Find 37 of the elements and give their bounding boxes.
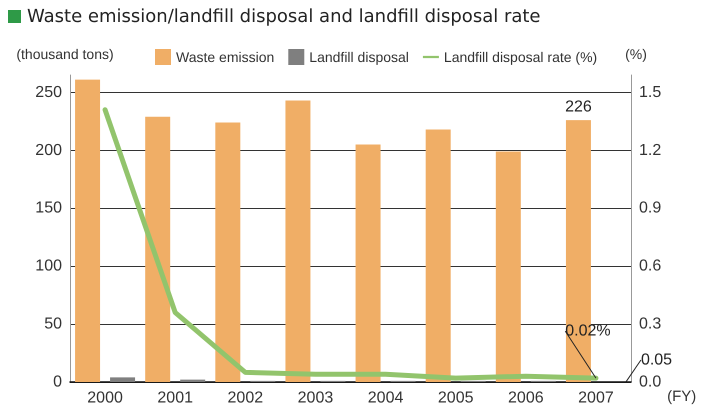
- bar: [426, 129, 451, 382]
- y2-tick-label: 1.5: [639, 84, 662, 101]
- x-tick-label: 2005: [438, 390, 474, 406]
- legend-label: Landfill disposal: [309, 49, 409, 65]
- bar: [215, 122, 240, 382]
- x-tick-label: 2004: [368, 390, 404, 406]
- y-tick-label: 250: [35, 84, 62, 101]
- y-tick-label: 200: [35, 142, 62, 159]
- bar: [356, 144, 381, 382]
- y-tick-label: 50: [44, 316, 62, 333]
- y-tick-label: 0: [53, 374, 62, 390]
- y2-tick-label: 0.6: [639, 258, 662, 275]
- x-axis-title: (FY): [667, 388, 696, 405]
- x-tick-label: 2003: [298, 390, 334, 406]
- bar: [75, 80, 100, 382]
- y2-tick-label: 0.9: [639, 200, 662, 217]
- data-label: 0.05: [640, 351, 672, 368]
- y-tick-label: 150: [35, 200, 62, 217]
- x-tick-label: 2000: [87, 390, 123, 406]
- bar: [285, 100, 310, 382]
- x-tick-label: 2001: [157, 390, 194, 406]
- bar: [496, 151, 521, 382]
- bar: [110, 377, 136, 382]
- y-tick-label: 100: [35, 258, 62, 275]
- data-label: 226: [565, 98, 592, 116]
- y2-axis-title: (%): [625, 46, 647, 62]
- x-tick-label: 2006: [508, 390, 544, 406]
- legend-label: Landfill disposal rate (%): [444, 49, 598, 65]
- chart-title: Waste emission/landfill disposal and landfill disposal rate: [27, 6, 541, 27]
- y2-tick-label: 1.2: [639, 142, 662, 159]
- x-tick-label: 2002: [228, 390, 264, 406]
- y-axis-title: (thousand tons): [16, 46, 114, 62]
- y2-tick-label: 0.3: [639, 316, 662, 333]
- y2-tick-label: 0.0: [639, 374, 662, 390]
- x-tick-label: 2007: [578, 390, 614, 406]
- bar: [145, 116, 170, 382]
- legend-label: Waste emission: [176, 49, 274, 65]
